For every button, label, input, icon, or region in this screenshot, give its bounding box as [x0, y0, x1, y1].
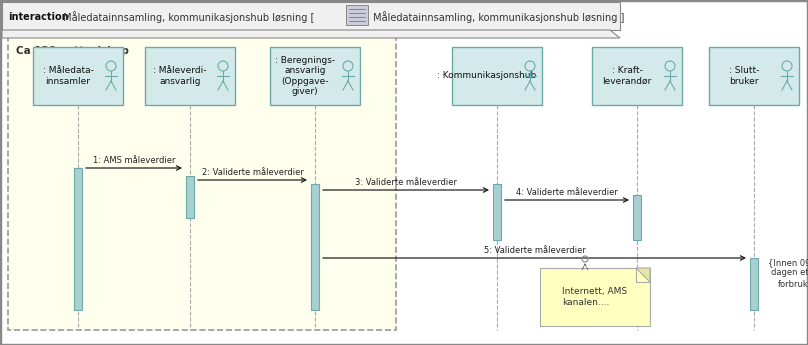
Bar	[74, 168, 82, 310]
Bar	[8, 34, 396, 330]
Bar	[493, 184, 501, 240]
Bar	[709, 47, 799, 105]
Text: 2: Validerte måleverdier: 2: Validerte måleverdier	[201, 168, 304, 177]
Bar	[452, 47, 542, 105]
Bar	[270, 47, 360, 105]
Bar	[311, 184, 319, 310]
Text: {Innen 09:00
dagen etter
forbruk}: {Innen 09:00 dagen etter forbruk}	[768, 258, 808, 288]
Polygon shape	[2, 30, 620, 38]
Text: 1: AMS måleverdier: 1: AMS måleverdier	[93, 156, 175, 165]
Bar	[145, 47, 235, 105]
Bar	[346, 5, 368, 25]
Text: : Måleverdi-
ansvarlig: : Måleverdi- ansvarlig	[154, 66, 207, 86]
Bar	[540, 268, 650, 326]
Text: : Beregnings-
ansvarlig
(Oppgave-
giver): : Beregnings- ansvarlig (Oppgave- giver)	[275, 56, 335, 96]
Bar	[33, 47, 123, 105]
Bar	[186, 176, 194, 218]
Text: interaction: interaction	[8, 12, 69, 22]
Text: : Slutt-
bruker: : Slutt- bruker	[729, 66, 760, 86]
Text: Måledatainnsamling, kommunikasjonshub løsning [: Måledatainnsamling, kommunikasjonshub lø…	[60, 11, 314, 23]
Polygon shape	[636, 268, 650, 282]
Bar	[750, 258, 758, 310]
Bar	[2, 2, 620, 30]
Text: Måledatainnsamling, kommunikasjonshub løsning ]: Måledatainnsamling, kommunikasjonshub lø…	[370, 11, 625, 23]
Text: : Kommunikasjonshub: : Kommunikasjonshub	[437, 71, 537, 80]
Text: 4: Validerte måleverdier: 4: Validerte måleverdier	[516, 188, 618, 197]
Text: : Måledata-
innsamler: : Måledata- innsamler	[43, 66, 94, 86]
Text: : Kraft-
leverandør: : Kraft- leverandør	[603, 66, 651, 86]
Text: Internett, AMS
kanalen....: Internett, AMS kanalen....	[562, 287, 628, 307]
Text: 5: Validerte måleverdier: 5: Validerte måleverdier	[483, 246, 586, 255]
Bar	[633, 195, 641, 240]
Text: 3: Validerte måleverdier: 3: Validerte måleverdier	[355, 178, 457, 187]
Text: Ca 130 nettselskap: Ca 130 nettselskap	[16, 46, 128, 56]
Bar	[592, 47, 682, 105]
